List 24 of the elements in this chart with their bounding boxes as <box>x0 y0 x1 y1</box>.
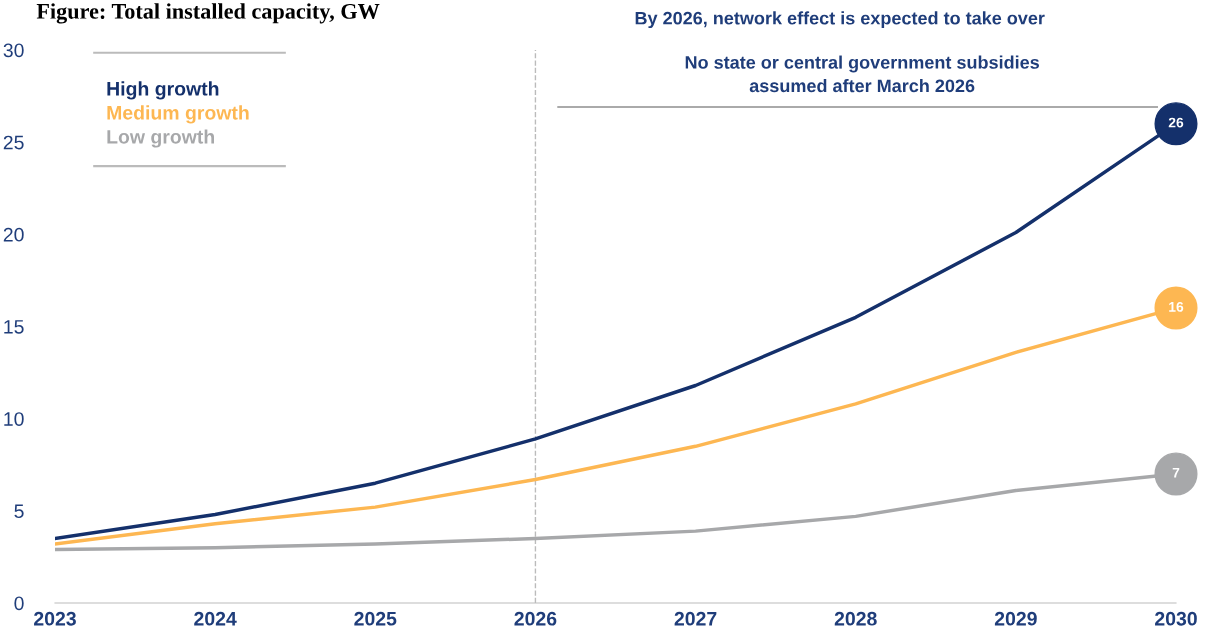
x-tick-label: 2026 <box>514 611 557 626</box>
annotation: No state or central government subsidies assumed after March 2026 <box>685 55 1039 93</box>
x-tick-label: 2025 <box>354 611 397 626</box>
text: High growth <box>107 81 219 100</box>
data-label: 7 <box>1172 468 1180 478</box>
y-tick-label: 0 <box>14 596 24 611</box>
y-tick-label: 25 <box>3 135 24 150</box>
data-label: 16 <box>1169 301 1184 312</box>
chart-title: Figure: Total installed capacity, GW <box>36 3 380 24</box>
x-tick-label: 2024 <box>194 611 237 626</box>
data-label: 26 <box>1168 117 1184 128</box>
x-tick-label: 2028 <box>834 611 877 626</box>
x-tick-label: 2023 <box>34 611 76 626</box>
y-tick-label: 10 <box>4 412 24 426</box>
x-tick-label: 2027 <box>674 611 717 626</box>
x-tick-label: 2030 <box>1155 611 1197 626</box>
text: Low growth <box>107 129 215 148</box>
y-tick-label: 5 <box>14 504 24 519</box>
text: Medium growth <box>107 105 249 124</box>
y-tick-label: 30 <box>3 43 24 58</box>
x-tick-label: 2029 <box>994 611 1037 626</box>
y-tick-label: 15 <box>4 320 24 334</box>
y-tick-label: 20 <box>3 227 24 242</box>
text: By 2026, network effect is expected to take over <box>635 11 1045 29</box>
